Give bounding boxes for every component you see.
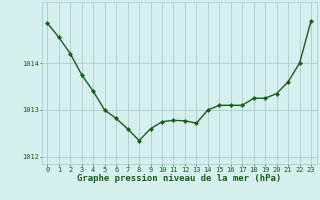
X-axis label: Graphe pression niveau de la mer (hPa): Graphe pression niveau de la mer (hPa) [77,174,281,183]
